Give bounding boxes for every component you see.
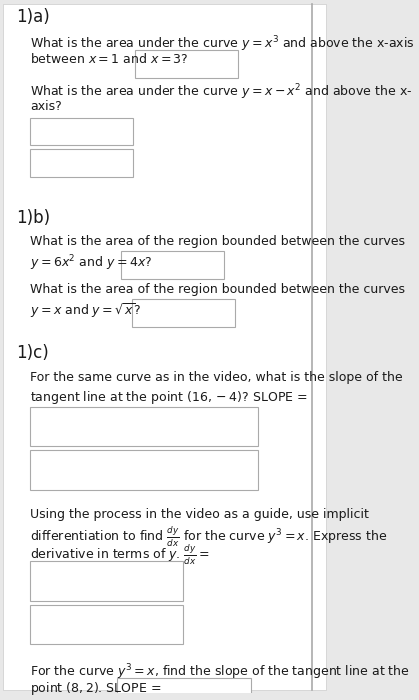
Text: point $(8, 2)$. SLOPE =: point $(8, 2)$. SLOPE = [30,680,161,697]
Text: $y = x$ and $y = \sqrt{x}$?: $y = x$ and $y = \sqrt{x}$? [30,301,141,319]
Text: What is the area of the region bounded between the curves: What is the area of the region bounded b… [30,283,405,296]
Text: 1)a): 1)a) [16,8,49,26]
Text: differentiation to find $\frac{dy}{dx}$ for the curve $y^3 = x$. Express the: differentiation to find $\frac{dy}{dx}$ … [30,526,387,550]
Text: tangent line at the point $(16, -4)$? SLOPE =: tangent line at the point $(16, -4)$? SL… [30,389,308,406]
Text: What is the area under the curve $y = x - x^2$ and above the x-: What is the area under the curve $y = x … [30,82,412,102]
Bar [121,251,224,279]
Text: What is the area of the region bounded between the curves: What is the area of the region bounded b… [30,235,405,248]
Text: For the same curve as in the video, what is the slope of the: For the same curve as in the video, what… [30,371,403,384]
Text: 1)c): 1)c) [16,344,49,363]
Bar [30,407,258,446]
Text: derivative in terms of $y$. $\frac{dy}{dx} =$: derivative in terms of $y$. $\frac{dy}{d… [30,543,210,567]
Bar [30,450,258,490]
Text: $y = 6x^2$ and $y = 4x$?: $y = 6x^2$ and $y = 4x$? [30,253,152,273]
Bar [30,605,183,644]
Bar [30,118,133,146]
Bar [30,561,183,601]
Bar [132,299,235,326]
Text: For the curve $y^3 = x$, find the slope of the tangent line at the: For the curve $y^3 = x$, find the slope … [30,662,410,682]
Bar [117,678,251,700]
Text: axis?: axis? [30,100,62,113]
Text: 1)b): 1)b) [16,209,50,227]
Text: What is the area under the curve $y = x^3$ and above the x-axis: What is the area under the curve $y = x^… [30,34,414,54]
Bar [30,149,133,177]
Text: Using the process in the video as a guide, use implicit: Using the process in the video as a guid… [30,508,369,521]
Bar [135,50,238,78]
Text: between $x = 1$ and $x = 3$?: between $x = 1$ and $x = 3$? [30,52,189,66]
